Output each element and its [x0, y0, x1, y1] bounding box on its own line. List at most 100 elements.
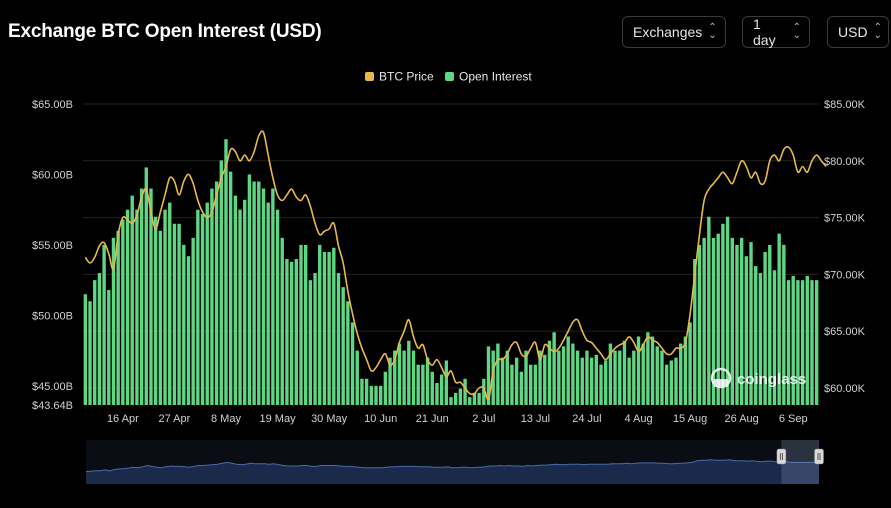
- open-interest-bar: [153, 216, 158, 405]
- navigator-handle-right[interactable]: [814, 448, 824, 465]
- open-interest-bar: [664, 364, 669, 405]
- y-right-tick-label: $85.00K: [824, 99, 866, 111]
- open-interest-bar: [510, 364, 514, 405]
- open-interest-bar: [758, 273, 763, 405]
- open-interest-bar: [814, 280, 819, 405]
- open-interest-bar: [458, 388, 463, 405]
- chevron-up-down-icon: ⌃ ⌄: [708, 22, 717, 41]
- open-interest-bar: [393, 350, 397, 405]
- x-tick-label: 4 Aug: [624, 413, 652, 425]
- open-interest-bar: [754, 266, 758, 405]
- x-tick-label: 19 May: [260, 413, 297, 425]
- y-axis-right: $85.00K $80.00K $75.00K $70.00K $65.00K $60.0…: [824, 99, 866, 395]
- open-interest-bar: [200, 213, 205, 405]
- open-interest-bar: [243, 199, 247, 405]
- open-interest-bar: [93, 280, 97, 405]
- open-interest-bar: [655, 346, 659, 405]
- open-interest-bar: [641, 343, 645, 405]
- open-interest-bar: [121, 219, 125, 405]
- open-interest-bar: [130, 195, 134, 405]
- open-interest-bar: [575, 350, 580, 405]
- navigator-handle-left[interactable]: [776, 448, 787, 465]
- open-interest-bar: [271, 188, 275, 405]
- open-interest-bar: [355, 350, 359, 405]
- open-interest-bar: [233, 195, 238, 405]
- exchanges-select-label: Exchanges: [633, 24, 703, 40]
- y-axis-left: $65.00B $60.00B $55.00B $50.00B $45.00B $43.6…: [32, 99, 73, 412]
- open-interest-bar: [589, 357, 594, 405]
- open-interest-bar: [599, 364, 603, 405]
- currency-select[interactable]: USD ⌃ ⌄: [827, 16, 889, 48]
- open-interest-bar: [407, 340, 411, 405]
- open-interest-bar: [805, 275, 809, 405]
- open-interest-bar: [552, 332, 556, 405]
- open-interest-bar: [280, 237, 284, 405]
- open-interest-bar: [275, 209, 280, 405]
- legend-label-open-interest[interactable]: Open Interest: [459, 70, 532, 84]
- legend-label-btc-price[interactable]: BTC Price: [379, 70, 434, 84]
- open-interest-bar: [416, 364, 420, 405]
- x-tick-label: 26 Aug: [725, 413, 759, 425]
- open-interest-bar: [186, 256, 191, 405]
- open-interest-bar: [796, 280, 800, 405]
- open-interest-bar: [529, 364, 533, 405]
- open-interest-bar: [777, 233, 781, 405]
- watermark-text: coinglass: [737, 371, 806, 388]
- open-interest-bar: [205, 202, 209, 405]
- open-interest-bar: [800, 280, 805, 405]
- open-interest-bar: [332, 247, 336, 405]
- open-interest-bar: [543, 354, 547, 405]
- btc-price-line: [84, 130, 827, 401]
- x-axis: 16 Apr 27 Apr 8 May 19 May 30 May 10 Jun 21 Ju…: [107, 413, 808, 425]
- x-tick-label: 15 Aug: [673, 413, 707, 425]
- open-interest-bar: [477, 392, 481, 405]
- y-left-tick-label: $45.00B: [32, 381, 73, 393]
- open-interest-bar: [111, 237, 116, 405]
- open-interest-bar: [313, 273, 317, 405]
- open-interest-bar: [139, 188, 144, 405]
- x-tick-label: 8 May: [211, 413, 241, 425]
- navigator-area: [86, 459, 819, 484]
- open-interest-bar: [472, 392, 477, 405]
- x-tick-label: 21 Jun: [416, 413, 449, 425]
- open-interest-bar: [191, 237, 195, 405]
- open-interest-bar: [196, 209, 200, 405]
- y-left-tick-label: $60.00B: [32, 169, 73, 181]
- open-interest-bar: [561, 346, 566, 405]
- open-interest-bar: [571, 343, 575, 405]
- open-interest-bar: [618, 350, 622, 405]
- open-interest-bar: [163, 209, 167, 405]
- open-interest-bar: [257, 181, 261, 405]
- open-interest-bar: [739, 237, 744, 405]
- open-interest-bar: [219, 160, 223, 405]
- open-interest-bar: [369, 385, 373, 405]
- x-tick-label: 16 Apr: [107, 413, 139, 425]
- open-interest-bar: [364, 378, 369, 405]
- open-interest-bar: [168, 202, 172, 405]
- legend[interactable]: BTC Price Open Interest: [365, 70, 532, 84]
- range-navigator[interactable]: [85, 440, 824, 484]
- watermark: coinglass: [710, 367, 806, 389]
- open-interest-bar: [594, 354, 599, 405]
- open-interest-bar: [454, 392, 458, 405]
- open-interest-bar: [519, 371, 524, 405]
- open-interest-bar: [768, 244, 772, 405]
- interval-select[interactable]: 1 day ⌃ ⌄: [742, 16, 810, 48]
- x-tick-label: 27 Apr: [159, 413, 191, 425]
- open-interest-bar: [374, 385, 378, 405]
- exchanges-select[interactable]: Exchanges ⌃ ⌄: [622, 16, 726, 48]
- open-interest-bar: [360, 378, 364, 405]
- open-interest-bar: [247, 174, 252, 405]
- open-interest-bar: [524, 350, 528, 405]
- open-interest-bar: [725, 216, 730, 405]
- open-interest-bar: [791, 275, 795, 405]
- open-interest-bar: [289, 261, 294, 405]
- open-interest-bar: [102, 244, 106, 405]
- open-interest-bar: [697, 244, 702, 405]
- open-interest-bar: [730, 237, 734, 405]
- open-interest-bar: [463, 378, 467, 405]
- navigator-selection[interactable]: [781, 440, 819, 484]
- open-interest-bar: [538, 350, 542, 405]
- open-interest-bar: [688, 322, 692, 405]
